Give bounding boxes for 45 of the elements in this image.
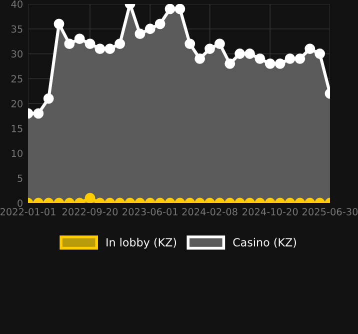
x-tick-label: 2022-09-20: [62, 208, 118, 216]
point: [33, 108, 44, 119]
point: [204, 44, 215, 54]
point: [304, 44, 316, 54]
x-tick-label: 2024-02-08: [182, 208, 238, 216]
point: [104, 44, 116, 54]
point: [84, 38, 96, 50]
point: [184, 38, 196, 50]
legend-label: Casino (KZ): [233, 238, 296, 248]
point: [264, 58, 276, 69]
y-tick-label: 25: [11, 75, 22, 82]
point: [224, 58, 236, 69]
point: [174, 4, 186, 14]
point: [54, 18, 64, 30]
point: [134, 28, 146, 40]
point: [164, 4, 176, 14]
y-tick-label: 20: [11, 100, 22, 108]
point: [244, 48, 255, 59]
point: [314, 48, 326, 59]
x-tick-label: 2024-10-20: [242, 208, 298, 216]
point: [274, 58, 286, 69]
point: [294, 54, 306, 64]
x-tick-label: 2025-06-30: [302, 208, 358, 216]
point: [154, 18, 166, 30]
y-tick-label: 0: [18, 199, 22, 207]
point: [194, 54, 206, 64]
y-tick-label: 30: [12, 50, 22, 58]
point: [144, 24, 156, 34]
point: [74, 34, 85, 44]
point: [214, 38, 225, 50]
x-tick-label: 2022-01-01: [0, 208, 56, 216]
y-tick-label: 10: [12, 150, 22, 158]
point: [234, 48, 246, 59]
y-tick-label: 40: [11, 0, 22, 8]
x-tick-label: 2023-06-01: [122, 208, 178, 216]
point: [284, 54, 296, 64]
point: [43, 93, 54, 104]
y-tick-label: 15: [12, 124, 22, 132]
y-tick-label: 35: [12, 25, 22, 33]
legend-label: In lobby (KZ): [106, 238, 176, 249]
point: [94, 44, 106, 54]
point: [64, 38, 75, 50]
point: [114, 38, 126, 50]
point: [254, 54, 266, 64]
y-tick-label: 5: [18, 174, 22, 182]
